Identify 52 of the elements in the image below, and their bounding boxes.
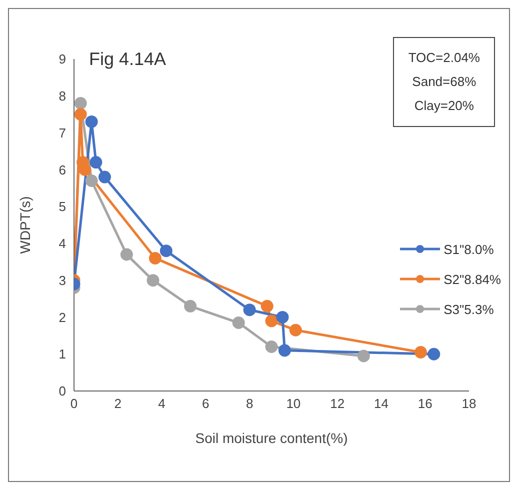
- y-tick-label: 8: [58, 88, 66, 104]
- y-tick-label: 1: [58, 346, 66, 362]
- point: [414, 346, 427, 359]
- point: [243, 304, 256, 316]
- point: [98, 170, 111, 184]
- y-tick-label: 2: [58, 310, 66, 325]
- y-tick-label: 4: [58, 236, 66, 252]
- point: [74, 108, 87, 121]
- x-tick-label: 16: [418, 396, 432, 412]
- point: [146, 274, 160, 287]
- legend-label: S1"8.0%: [444, 242, 494, 256]
- y-tick-label: 0: [58, 384, 66, 399]
- point: [357, 350, 370, 362]
- y-tick-label: 3: [58, 272, 66, 288]
- point: [184, 300, 197, 312]
- y-tick-label: 9: [58, 52, 66, 67]
- annotation: Clay=20%: [413, 97, 475, 115]
- y-tick-label: 7: [58, 125, 66, 140]
- point: [85, 174, 98, 187]
- point: [148, 252, 162, 264]
- x-tick-label: 4: [158, 396, 166, 412]
- x-tick-label: 12: [330, 396, 345, 412]
- annotation: Sand=68%: [411, 73, 478, 91]
- x-axis-title: Soil moisture content(%): [195, 430, 348, 446]
- x-tick-label: 18: [462, 396, 476, 412]
- x-tick-label: 14: [374, 396, 388, 412]
- point: [160, 244, 172, 258]
- annotation: TOC=2.04%: [408, 49, 480, 67]
- point: [85, 115, 98, 128]
- point: [265, 314, 278, 328]
- legend-label: S3"5.3%: [444, 302, 494, 316]
- x-tick-label: 10: [286, 396, 301, 412]
- x-tick-label: 2: [114, 396, 122, 412]
- point: [278, 344, 291, 357]
- point: [78, 163, 92, 176]
- chart-title: Fig 4.14A: [89, 49, 166, 70]
- legend-label: S2"8.84%: [444, 272, 501, 286]
- point: [90, 156, 102, 169]
- point: [74, 97, 87, 110]
- y-tick-label: 5: [58, 199, 66, 214]
- point: [265, 340, 278, 353]
- point: [120, 248, 133, 261]
- y-axis-title: WDPT(s): [16, 196, 33, 254]
- x-tick-label: 8: [246, 396, 254, 412]
- y-tick-label: 6: [58, 162, 66, 178]
- point: [289, 324, 302, 336]
- point: [260, 300, 274, 312]
- point: [232, 316, 245, 330]
- point: [428, 348, 440, 360]
- point: [276, 310, 289, 324]
- x-tick-label: 6: [202, 396, 210, 412]
- x-tick-label: 0: [70, 396, 78, 412]
